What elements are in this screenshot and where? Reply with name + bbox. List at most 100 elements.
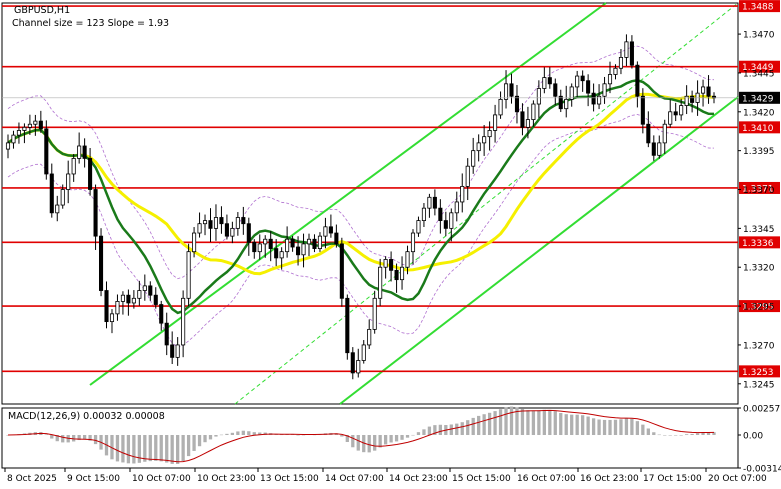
bull-candle [192, 232, 197, 253]
macd-histogram-bar [646, 428, 650, 436]
macd-histogram-bar [575, 414, 579, 436]
bull-candle [503, 83, 509, 100]
bear-candle [208, 220, 213, 229]
macd-histogram-bar [115, 435, 120, 462]
macd-histogram-bar [559, 412, 563, 436]
time-tick-label: 17 Oct 15:00 [643, 474, 702, 484]
macd-histogram-bar [405, 435, 410, 438]
macd-histogram-bar [471, 417, 475, 436]
macd-histogram-bar [504, 407, 508, 436]
bear-candle [432, 196, 437, 209]
macd-frame [1, 407, 739, 469]
macd-histogram-bar [241, 430, 245, 436]
bear-candle [629, 41, 634, 66]
macd-histogram-bar [121, 435, 125, 463]
bull-candle [317, 235, 322, 249]
macd-histogram-bar [208, 435, 213, 440]
macd-histogram-bar [61, 435, 65, 443]
bear-candle [159, 304, 164, 324]
channel-info-label: Channel size = 123 Slope = 1.93 [12, 18, 169, 29]
bear-candle [296, 246, 301, 256]
macd-histogram-bar [602, 419, 607, 436]
grid [1, 2, 739, 469]
macd-tick-label: -0.00314 [743, 465, 781, 475]
bull-candle [378, 266, 383, 299]
level-badge-label: 1.3336 [742, 239, 774, 249]
main-frame [1, 2, 739, 405]
bull-candle [454, 201, 459, 214]
macd-histogram-bar [225, 433, 229, 436]
bear-candle [290, 238, 295, 248]
macd-histogram-bar [170, 435, 174, 464]
macd-panel: 0.00257 0.00 -0.00314 [6, 405, 781, 475]
bear-candle [345, 297, 350, 354]
macd-histogram-bar [258, 432, 262, 436]
bull-candle [323, 226, 328, 237]
macd-histogram-bar [706, 432, 711, 436]
bear-candle [438, 207, 443, 221]
bull-candle [213, 217, 219, 229]
bull-candle [668, 111, 673, 125]
price-tick-label: 1.3445 [743, 69, 775, 79]
time-tick-label: 16 Oct 07:00 [517, 474, 576, 484]
macd-histogram-bar [663, 435, 667, 436]
level-badge-label: 1.3295 [742, 303, 774, 313]
macd-histogram-bar [77, 435, 81, 441]
macd-histogram-bar [383, 435, 388, 445]
macd-histogram-bar [203, 435, 207, 443]
macd-tick-label: 0.00257 [743, 405, 780, 415]
macd-histogram-bar [301, 434, 306, 436]
bull-candle [175, 344, 180, 358]
bull-candle [564, 98, 569, 110]
macd-histogram-bar [165, 435, 169, 463]
price-tick-label: 1.3420 [743, 108, 775, 118]
bear-candle [44, 128, 49, 175]
macd-histogram-bar [148, 435, 152, 462]
bear-candle [690, 95, 695, 103]
macd-tick-label: 0.00 [743, 432, 763, 442]
macd-histogram-bar [6, 435, 10, 436]
bull-candle [181, 297, 186, 346]
macd-histogram-bar [110, 435, 114, 460]
macd-histogram-bar [186, 435, 191, 457]
macd-histogram-bar [126, 435, 131, 464]
bear-candle [153, 294, 158, 305]
time-tick-label: 16 Oct 23:00 [580, 474, 639, 484]
bull-candle [60, 189, 65, 206]
macd-histogram-bar [236, 431, 240, 436]
bull-candle [33, 120, 38, 125]
macd-histogram-bar [581, 415, 585, 436]
bear-candle [104, 290, 109, 323]
price-tick-label: 1.3345 [743, 225, 775, 235]
macd-histogram-bar [684, 434, 689, 436]
macd-histogram-bar [197, 435, 202, 447]
macd-histogram-bar [449, 424, 453, 436]
time-axis: 8 Oct 2025 9 Oct 15:00 10 Oct 07:00 10 Oct … [4, 468, 767, 484]
macd-histogram-bar [619, 419, 623, 436]
bear-candle [246, 223, 251, 243]
level-badge [739, 300, 780, 313]
bull-candle [542, 77, 547, 89]
bull-candle [367, 328, 372, 346]
macd-histogram-bar [296, 434, 300, 436]
bull-candle [400, 266, 405, 281]
price-tick-label: 1.3320 [743, 264, 775, 274]
macd-histogram-bar [230, 432, 235, 436]
time-tick-label: 13 Oct 15:00 [260, 474, 319, 484]
bear-candle [646, 123, 651, 144]
macd-histogram-bar [263, 432, 267, 436]
bear-candle [82, 145, 87, 159]
macd-histogram-bar [564, 414, 568, 436]
bear-candle [635, 64, 640, 97]
macd-histogram-bar [351, 435, 355, 448]
level-badge [739, 365, 780, 378]
macd-histogram-bar [143, 435, 147, 462]
bull-candle [372, 297, 377, 330]
bull-candle [449, 212, 454, 229]
macd-histogram-bar [137, 435, 141, 463]
macd-histogram-bar [345, 435, 349, 442]
bull-candle [662, 123, 667, 144]
bear-candle [164, 322, 169, 346]
bull-candle [476, 142, 481, 152]
bull-candle [465, 165, 470, 187]
